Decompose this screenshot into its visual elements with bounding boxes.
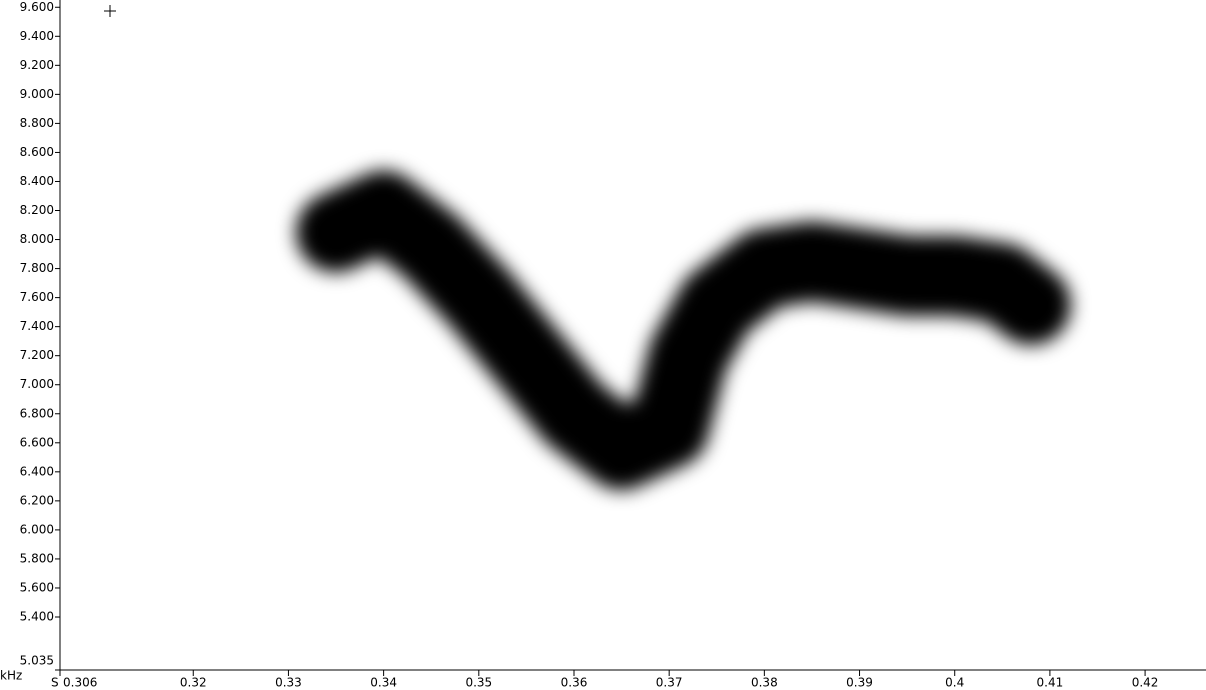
x-axis-label: S bbox=[51, 676, 59, 690]
y-tick-label: 8.800 bbox=[20, 116, 54, 130]
y-tick-label: 9.000 bbox=[20, 87, 54, 101]
y-tick-label: 9.600 bbox=[20, 0, 54, 14]
y-tick-label: 6.600 bbox=[20, 435, 54, 449]
y-tick-label: 7.600 bbox=[20, 290, 54, 304]
x-tick-label: 0.35 bbox=[465, 676, 492, 690]
y-tick-label: 6.800 bbox=[20, 406, 54, 420]
x-tick-label: 0.32 bbox=[180, 676, 207, 690]
energy-ridge bbox=[296, 170, 1071, 491]
x-tick-label: 0.33 bbox=[275, 676, 302, 690]
x-tick-label: 0.37 bbox=[656, 676, 683, 690]
y-tick-label: 9.400 bbox=[20, 29, 54, 43]
y-tick-label: 5.800 bbox=[20, 551, 54, 565]
x-tick-label: 0.38 bbox=[751, 676, 778, 690]
x-tick-label: 0.36 bbox=[561, 676, 588, 690]
x-tick-label: 0.306 bbox=[63, 676, 97, 690]
x-tick-label: 0.41 bbox=[1037, 676, 1064, 690]
y-tick-label: 7.200 bbox=[20, 348, 54, 362]
x-tick-label: 0.4 bbox=[945, 676, 964, 690]
plot-area bbox=[296, 170, 1071, 491]
y-tick-label: 9.200 bbox=[20, 58, 54, 72]
y-axis-label: kHz bbox=[0, 669, 22, 683]
x-tick-label: 0.39 bbox=[846, 676, 873, 690]
crosshair bbox=[104, 5, 116, 17]
y-tick-label: 6.000 bbox=[20, 522, 54, 536]
y-tick-label: 8.600 bbox=[20, 145, 54, 159]
y-tick-label: 7.400 bbox=[20, 319, 54, 333]
y-tick-label: 7.000 bbox=[20, 377, 54, 391]
x-tick-label: 0.42 bbox=[1132, 676, 1159, 690]
y-tick-label: 5.035 bbox=[20, 654, 54, 668]
y-tick-label: 8.400 bbox=[20, 174, 54, 188]
x-tick-label: 0.34 bbox=[370, 676, 397, 690]
y-tick-label: 6.200 bbox=[20, 493, 54, 507]
y-tick-label: 8.200 bbox=[20, 203, 54, 217]
y-tick-label: 5.400 bbox=[20, 610, 54, 624]
y-tick-label: 5.600 bbox=[20, 580, 54, 594]
y-tick-label: 8.000 bbox=[20, 232, 54, 246]
y-tick-label: 6.400 bbox=[20, 464, 54, 478]
y-tick-label: 7.800 bbox=[20, 261, 54, 275]
